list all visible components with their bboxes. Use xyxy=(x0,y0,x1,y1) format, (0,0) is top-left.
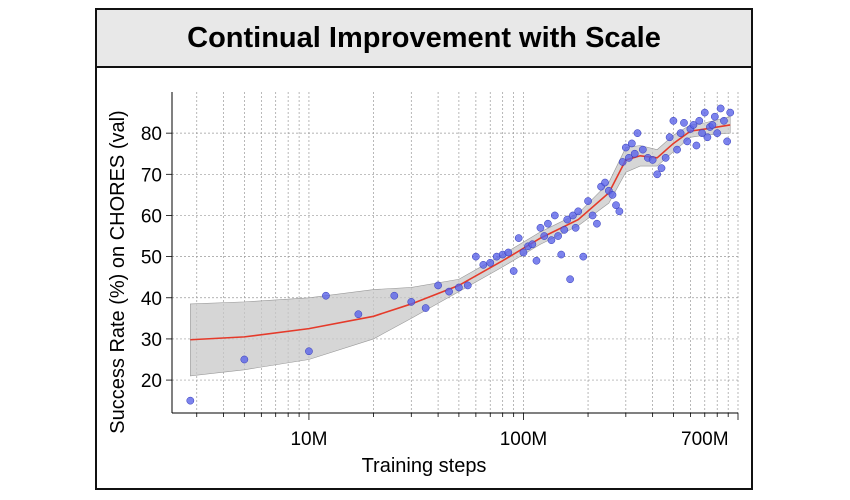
y-tick-label: 30 xyxy=(141,330,162,351)
data-point xyxy=(455,283,463,292)
tick-labels: 10M 100M 700M 20 30 40 50 60 70 80 xyxy=(141,124,729,450)
y-axis-label: Success Rate (%) on CHORES (val) xyxy=(107,110,129,433)
data-point xyxy=(354,310,363,319)
data-point xyxy=(563,215,572,224)
x-tick-label: 700M xyxy=(681,429,729,450)
data-point xyxy=(547,236,556,245)
data-point xyxy=(683,137,692,146)
chart-title: Continual Improvement with Scale xyxy=(187,21,661,54)
data-point xyxy=(723,137,731,146)
data-point xyxy=(479,260,488,269)
data-point xyxy=(618,158,627,166)
trend-line-group xyxy=(190,124,731,341)
x-axis-label: Training steps xyxy=(362,455,487,477)
data-point xyxy=(560,226,569,234)
x-tick-label: 100M xyxy=(500,429,548,450)
title-bar: Continual Improvement with Scale xyxy=(97,10,751,68)
data-point xyxy=(608,191,617,199)
data-point xyxy=(711,112,719,121)
data-point xyxy=(566,275,574,284)
data-point xyxy=(407,298,416,306)
data-point xyxy=(579,252,588,261)
data-point xyxy=(627,139,636,148)
data-point xyxy=(584,197,592,205)
data-point xyxy=(305,347,313,356)
data-point xyxy=(519,248,528,257)
data-point xyxy=(676,129,685,138)
data-points-group xyxy=(186,104,735,405)
data-point xyxy=(486,258,495,267)
data-point xyxy=(514,234,523,242)
data-point xyxy=(703,133,712,142)
data-point xyxy=(504,248,513,257)
y-tick-label: 80 xyxy=(141,124,162,145)
data-point xyxy=(648,156,657,164)
data-point xyxy=(665,133,674,142)
data-point xyxy=(554,232,562,240)
data-point xyxy=(421,304,430,312)
data-point xyxy=(621,143,630,152)
data-point xyxy=(557,250,566,259)
y-tick-label: 40 xyxy=(141,289,162,310)
data-point xyxy=(532,256,541,265)
data-point xyxy=(661,153,670,162)
data-point xyxy=(615,207,624,216)
data-point xyxy=(322,291,330,300)
chart-frame: Continual Improvement with Scale xyxy=(95,8,753,490)
data-point xyxy=(434,281,442,290)
data-point xyxy=(673,145,681,154)
data-point xyxy=(630,149,639,158)
data-point xyxy=(540,232,549,240)
data-point xyxy=(574,207,583,216)
y-tick-label: 50 xyxy=(141,248,162,269)
data-point xyxy=(720,116,728,125)
data-point xyxy=(713,129,722,138)
data-point xyxy=(657,164,666,172)
data-point xyxy=(653,170,662,179)
data-point xyxy=(544,219,552,228)
data-point xyxy=(445,287,453,296)
data-point xyxy=(612,201,620,210)
data-point xyxy=(692,141,701,150)
data-point xyxy=(536,223,545,232)
trend-line xyxy=(190,124,731,341)
data-point xyxy=(550,211,559,220)
data-point xyxy=(689,121,698,129)
data-point xyxy=(390,291,399,300)
y-tick-label: 60 xyxy=(141,206,162,227)
data-point xyxy=(528,240,537,249)
data-point xyxy=(638,145,647,154)
data-point xyxy=(700,108,709,117)
data-point xyxy=(240,355,249,364)
data-point xyxy=(588,211,597,220)
data-point xyxy=(472,252,480,261)
data-point xyxy=(601,178,609,187)
x-tick-label: 10M xyxy=(290,429,327,450)
data-point xyxy=(569,211,577,220)
data-point xyxy=(625,153,633,162)
data-point xyxy=(726,108,735,117)
data-point xyxy=(509,267,518,275)
data-point xyxy=(708,121,717,129)
data-point xyxy=(633,129,642,138)
axes xyxy=(166,92,739,420)
data-point xyxy=(695,116,704,125)
data-point xyxy=(186,396,195,405)
data-point xyxy=(669,116,678,125)
data-point xyxy=(698,129,706,138)
data-point xyxy=(716,104,725,113)
data-point xyxy=(593,219,601,228)
data-point xyxy=(571,223,580,232)
data-point xyxy=(463,281,472,290)
y-tick-label: 70 xyxy=(141,165,162,186)
data-point xyxy=(680,119,688,127)
y-tick-label: 20 xyxy=(141,371,162,392)
